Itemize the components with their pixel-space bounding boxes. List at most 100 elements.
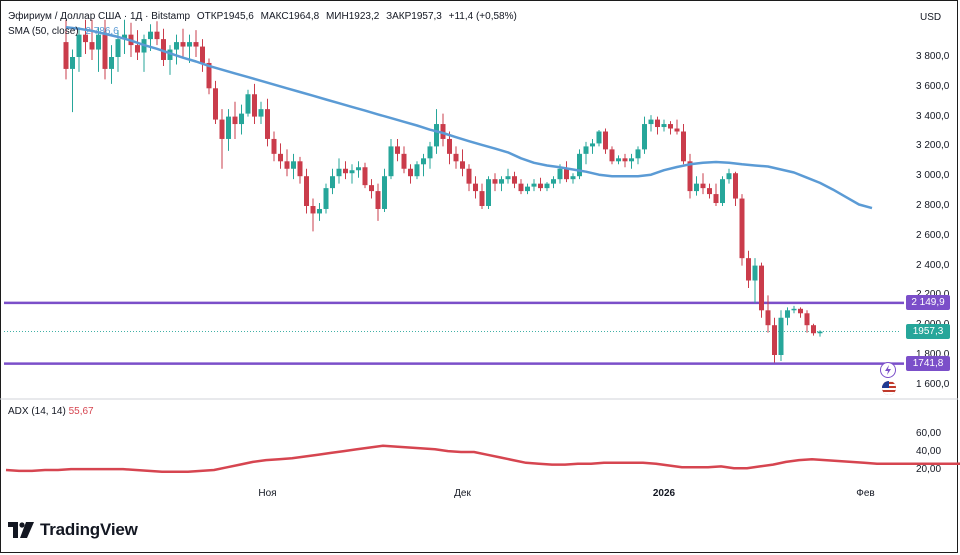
adx-axis-tick: 40,00 — [916, 446, 942, 457]
ohlc-open: ОТКР1945,6 — [196, 11, 254, 22]
candle-body — [603, 131, 608, 150]
candle-body — [336, 168, 342, 177]
candle-body — [525, 186, 530, 192]
candle-body — [258, 109, 264, 117]
price-axis-tick: 1 600,0 — [916, 378, 950, 390]
candle-body — [453, 153, 459, 162]
support-price-tag: 1741,8 — [906, 356, 950, 372]
sma-line — [65, 25, 873, 210]
price-axis-tick: 2 400,0 — [916, 259, 950, 271]
sma-layer — [65, 25, 873, 210]
candle-body — [83, 34, 88, 43]
adx-legend[interactable]: ADX (14, 14) 55,67 — [8, 406, 94, 417]
resistance-price-tag: 2 149,9 — [906, 295, 950, 311]
price-axis-tick: 1 800,0 — [916, 349, 950, 360]
candle-body — [713, 194, 719, 204]
price-axis-tick: 3 600,0 — [916, 80, 950, 92]
candle-body — [629, 158, 634, 162]
candle-body — [232, 116, 238, 125]
candle-body — [661, 124, 667, 128]
price-axis-tick: 3 400,0 — [916, 110, 950, 122]
candle-body — [174, 42, 179, 50]
candle-body — [96, 34, 101, 50]
candle-body — [434, 124, 439, 147]
adx-legend-value: 55,67 — [68, 406, 94, 417]
candle-body — [460, 161, 465, 169]
candle-body — [245, 94, 251, 114]
candle-body — [219, 119, 225, 139]
candle-body — [739, 198, 745, 259]
candle-body — [466, 168, 472, 184]
candle-body — [89, 42, 95, 50]
candle-body — [531, 183, 537, 187]
levels-layer — [4, 301, 904, 365]
flash-icon[interactable] — [880, 362, 896, 378]
candle-body — [323, 188, 329, 209]
candle-body — [733, 173, 738, 199]
candle-body — [518, 183, 524, 192]
candle-body — [70, 57, 75, 69]
candle-body — [102, 34, 108, 69]
ohlc-change: +11,4 (+0,58%) — [448, 11, 517, 22]
candle-body — [304, 176, 309, 206]
price-axis-tick: 2 800,0 — [916, 200, 950, 211]
candle-body — [187, 42, 192, 47]
candle-body — [473, 183, 478, 192]
candle-body — [570, 176, 576, 180]
candle-body — [674, 128, 680, 132]
candle-body — [635, 149, 641, 159]
candle-body — [583, 146, 589, 154]
adx-layer — [5, 444, 960, 474]
adx-legend-label: ADX (14, 14) — [8, 406, 66, 417]
candle-body — [369, 185, 374, 192]
candle-body — [252, 94, 257, 117]
flag-usa-icon[interactable] — [882, 381, 896, 395]
candle-body — [310, 206, 316, 214]
flash-glyph — [885, 365, 891, 375]
candle-body — [804, 313, 810, 326]
symbol-title[interactable]: Эфириум / Доллар США · 1Д · Bitstamp — [8, 11, 191, 22]
time-axis-tick: Фев — [856, 488, 875, 499]
candle-body — [317, 208, 322, 214]
candle-body — [408, 168, 413, 177]
time-axis-tick: 2026 — [652, 488, 676, 499]
flag-glyph — [882, 381, 896, 395]
current-price-tag: 1957,3 — [906, 324, 950, 340]
candle-body — [63, 42, 69, 69]
candle-body — [278, 153, 283, 162]
candle-body — [382, 176, 387, 209]
candle-body — [109, 57, 114, 69]
candle-body — [375, 191, 381, 209]
candle-body — [180, 42, 186, 47]
candle-body — [772, 325, 777, 355]
candle-body — [505, 176, 511, 180]
time-axis-tick: Дек — [454, 488, 471, 499]
candle-body — [206, 62, 212, 89]
sma-legend[interactable]: SMA (50, close) 2 786,6 — [8, 26, 123, 37]
candle-body — [609, 149, 615, 162]
candle-body — [135, 45, 140, 53]
candle-body — [577, 153, 582, 177]
sma-value: 2 786,6 — [85, 26, 119, 37]
candle-body — [447, 138, 452, 154]
currency-label[interactable]: USD — [920, 12, 942, 23]
candle-body — [596, 131, 602, 144]
tradingview-logo[interactable]: TradingView — [8, 518, 138, 542]
candle-body — [687, 161, 693, 192]
tradingview-logo-text: TradingView — [40, 520, 138, 539]
candle-body — [148, 31, 153, 40]
candle-body — [239, 113, 244, 125]
candle-body — [622, 158, 628, 162]
candle-body — [349, 170, 355, 174]
candle-body — [226, 116, 231, 139]
candle-body — [122, 34, 127, 40]
candle-body — [668, 124, 673, 129]
candle-body — [544, 183, 550, 189]
candle-body — [655, 119, 660, 128]
candle-body — [642, 124, 647, 150]
candle-body — [778, 317, 784, 355]
tradingview-logo-icon — [8, 522, 34, 538]
candle-body — [414, 164, 420, 177]
